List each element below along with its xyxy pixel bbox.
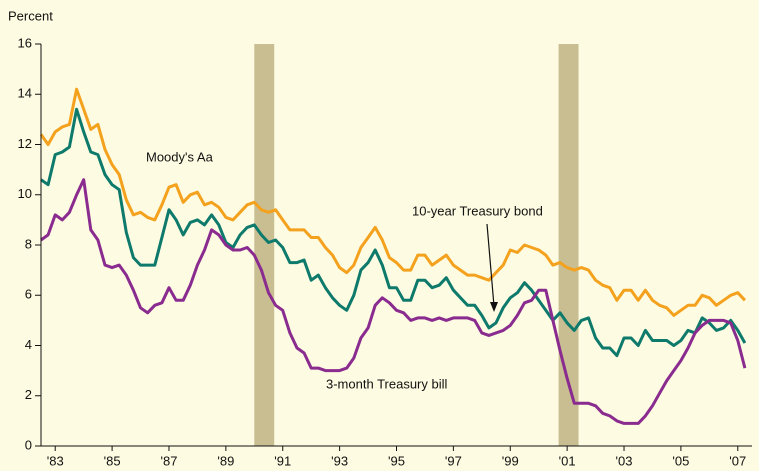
y-tick-label: 12 <box>18 136 32 151</box>
y-tick-label: 8 <box>25 236 32 251</box>
x-tick-label: '99 <box>502 453 519 468</box>
series-line <box>40 107 747 358</box>
x-tick-label: '87 <box>161 453 178 468</box>
x-tick-label: '95 <box>388 453 405 468</box>
recession-band <box>254 44 275 446</box>
x-tick-label: '03 <box>616 453 633 468</box>
x-tick-label: '85 <box>104 453 121 468</box>
series-line <box>39 87 746 317</box>
x-tick-label: '07 <box>729 453 746 468</box>
arrow-head <box>490 302 498 312</box>
x-tick-label: '91 <box>274 453 291 468</box>
x-tick-label: '83 <box>47 453 64 468</box>
y-tick-label: 2 <box>25 387 32 402</box>
y-tick-label: 10 <box>18 186 32 201</box>
annotation: 3-month Treasury bill <box>326 376 447 391</box>
series-line <box>40 178 747 425</box>
y-tick-label: 14 <box>18 86 32 101</box>
annotation: 10-year Treasury bond <box>412 203 543 218</box>
x-tick-label: '05 <box>672 453 689 468</box>
x-tick-label: '89 <box>217 453 234 468</box>
y-axis-label: Percent <box>8 8 53 23</box>
y-tick-label: 4 <box>25 337 32 352</box>
x-tick-label: '93 <box>331 453 348 468</box>
plot <box>39 87 747 425</box>
annotation: Moody's Aa <box>146 149 214 164</box>
x-tick-label: '97 <box>445 453 462 468</box>
recession-band <box>558 44 579 446</box>
y-tick-label: 0 <box>25 437 32 452</box>
x-tick-label: '01 <box>559 453 576 468</box>
annotation-arrow <box>486 223 495 307</box>
y-tick-label: 6 <box>25 287 32 302</box>
y-tick-label: 16 <box>18 35 32 50</box>
recession-bands <box>254 44 579 446</box>
